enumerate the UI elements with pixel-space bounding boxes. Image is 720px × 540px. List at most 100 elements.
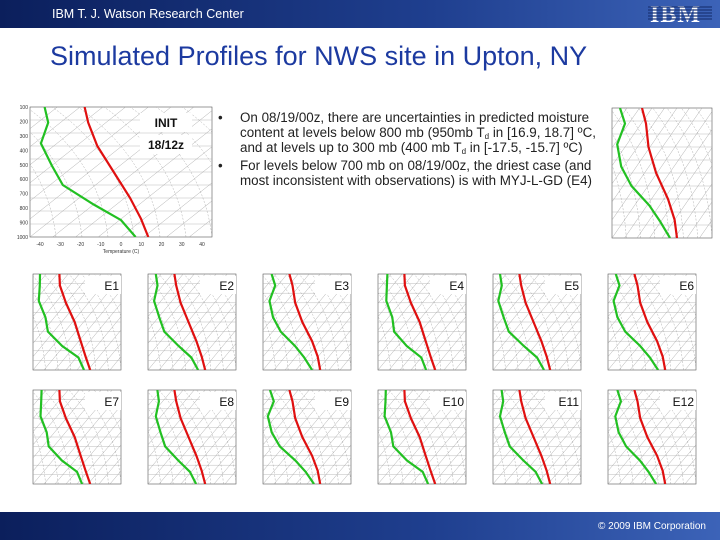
isotherm — [378, 274, 392, 291]
plot-grid — [493, 274, 581, 370]
temperature-profile — [288, 274, 322, 370]
panel-label-bg — [545, 276, 581, 294]
panel-label: E12 — [673, 395, 695, 409]
temperature-profile — [518, 390, 552, 484]
isotherm — [87, 329, 121, 370]
isotherm — [493, 390, 540, 446]
adiabat — [378, 391, 416, 484]
adiabat — [148, 292, 174, 370]
adiabat — [388, 390, 429, 484]
adiabat — [631, 274, 672, 370]
isotherm — [410, 418, 466, 484]
adiabat — [77, 107, 161, 237]
adiabat — [81, 390, 121, 484]
temperature-profile — [58, 390, 92, 484]
isotherm — [612, 108, 678, 203]
temperature-tick-label: 10 — [138, 242, 144, 248]
temperature-profile — [58, 274, 92, 370]
adiabat — [103, 107, 187, 237]
pressure-tick-label: 1000 — [17, 235, 28, 241]
dewpoint-profile — [612, 274, 660, 370]
panel-label: E5 — [564, 279, 579, 293]
adiabat — [388, 274, 429, 370]
isotherm — [493, 274, 507, 291]
adiabat — [426, 390, 466, 484]
isotherm — [547, 329, 581, 370]
adiabat — [30, 235, 31, 237]
isotherm — [98, 343, 121, 370]
isotherm — [707, 390, 720, 484]
isotherm — [612, 108, 665, 185]
isotherm — [493, 274, 551, 344]
adiabat — [528, 274, 569, 370]
adiabat — [516, 274, 557, 370]
logo: IBM — [650, 2, 701, 28]
plot-grid — [493, 390, 581, 484]
isotherm — [536, 316, 581, 370]
isotherm — [525, 303, 581, 370]
footer-text: © 2009 IBM Corporation — [598, 521, 706, 532]
dewpoint-profile — [39, 107, 137, 237]
isotherm — [629, 289, 696, 370]
isotherm — [378, 390, 392, 406]
isotherm — [608, 390, 622, 406]
adiabat — [608, 391, 646, 484]
temperature-tick-label: 0 — [120, 242, 123, 248]
adiabat — [298, 274, 339, 370]
panel-label: E9 — [334, 395, 349, 409]
isotherm — [295, 418, 351, 484]
adiabat — [181, 107, 212, 133]
isotherm — [306, 431, 351, 484]
isotherm — [608, 274, 644, 317]
panel-label: E4 — [449, 279, 464, 293]
adiabat — [171, 390, 212, 484]
dewpoint-profile — [268, 274, 314, 370]
adiabat — [608, 275, 646, 370]
panel-label: E11 — [559, 395, 580, 409]
isotherm — [213, 343, 236, 370]
panel-label-bg — [315, 276, 351, 294]
dewpoint-profile — [616, 108, 671, 238]
adiabat — [643, 274, 684, 370]
temperature-profile — [640, 108, 679, 238]
subscript: d — [484, 132, 490, 141]
isotherm — [33, 274, 69, 317]
isotherm — [608, 274, 666, 344]
isotherm — [263, 274, 299, 317]
bullet: On 08/19/00z, there are uncertainties in… — [218, 110, 598, 156]
adiabat — [263, 315, 276, 370]
isotherm — [33, 390, 69, 433]
pressure-tick-label: 100 — [20, 105, 29, 111]
isotherm — [547, 444, 581, 484]
isotherm — [33, 274, 80, 331]
temperature-profile — [173, 274, 207, 370]
plot-label: 18/12z — [148, 138, 184, 152]
adiabat — [183, 390, 224, 484]
isotherm — [629, 405, 696, 484]
adiabat — [56, 390, 97, 484]
dewpoint-profile — [614, 390, 658, 484]
isotherm — [65, 303, 121, 370]
isotherm — [686, 201, 712, 238]
isotherm — [493, 390, 551, 459]
temperature-tick-label: -30 — [57, 242, 64, 248]
logo-stripes — [648, 6, 712, 20]
isotherm — [87, 444, 121, 484]
bullet-text: in [16.9, 18.7] ºC, and at levels up to … — [240, 125, 596, 155]
isotherm — [378, 390, 414, 433]
isotherm — [493, 390, 507, 406]
panel-label-bg — [660, 392, 696, 410]
isotherm — [421, 316, 466, 370]
panel-label-bg — [545, 392, 581, 410]
isotherm — [695, 369, 696, 370]
isotherm — [410, 303, 466, 370]
adiabat — [171, 274, 212, 370]
pressure-tick-label: 600 — [20, 177, 29, 183]
isotherm — [33, 390, 80, 446]
isotherm — [608, 274, 655, 331]
plot-grid — [33, 390, 121, 484]
bullet-text: For levels below 700 mb on 08/19/00z, th… — [240, 158, 592, 188]
panel-label-bg — [315, 392, 351, 410]
dewpoint-profile — [497, 274, 545, 370]
isotherm — [443, 343, 466, 370]
